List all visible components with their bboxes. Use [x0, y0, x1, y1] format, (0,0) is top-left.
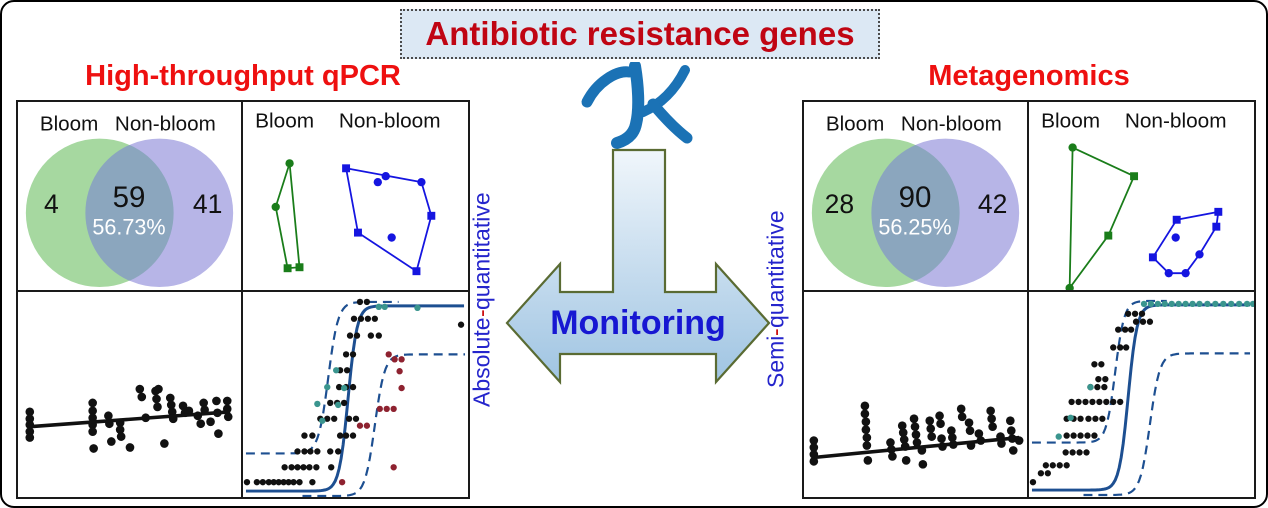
axis-label-pre: Semi: [762, 335, 789, 389]
qpcr-ordination-chart: Bloom Non-bloom: [255, 110, 441, 276]
metagenomics-section-heading: Metagenomics: [928, 60, 1130, 92]
venn-bloom-count: 4: [44, 189, 59, 219]
water-kanji-icon: [581, 62, 693, 149]
qpcr-dose-response-chart: [243, 298, 466, 497]
figure-title: Antibiotic resistance genes: [425, 15, 855, 52]
qpcr-grid: Bloom Non-bloom 4 59 56.73% 41 Bloom Non…: [16, 100, 470, 499]
ordination-nonbloom-label: Non-bloom: [1125, 110, 1227, 133]
arrow-shape: [505, 148, 771, 385]
venn-bloom-label: Bloom: [40, 113, 98, 136]
venn-overlap-percent: 56.25%: [878, 215, 951, 240]
qpcr-venn-panel: Bloom Non-bloom 4 59 56.73% 41: [18, 102, 243, 292]
qpcr-dose-response-panel: [243, 292, 468, 497]
venn-overlap-count: 90: [899, 181, 932, 214]
venn-nonbloom-label: Non-bloom: [115, 113, 216, 136]
venn-bloom-label: Bloom: [826, 113, 884, 136]
axis-label-hyphen: -: [762, 328, 789, 336]
ordination-bloom-label: Bloom: [1041, 110, 1100, 133]
venn-nonbloom-label: Non-bloom: [901, 113, 1002, 136]
meta-venn-panel: Bloom Non-bloom 28 90 56.25% 42: [804, 102, 1029, 292]
axis-label-pre: Absolute: [468, 317, 495, 407]
metagenomics-grid: Bloom Non-bloom 28 90 56.25% 42 Bloom No…: [802, 100, 1256, 499]
qpcr-correlation-chart: [25, 384, 233, 453]
venn-bloom-count: 28: [825, 189, 855, 219]
meta-correlation-chart: [809, 401, 1024, 469]
venn-nonbloom-count: 42: [978, 189, 1008, 219]
meta-dose-response-chart: [1029, 299, 1254, 497]
venn-overlap-region: [871, 144, 960, 281]
axis-label-hyphen: -: [468, 309, 495, 318]
semi-quantitative-label: Semi - quantitative: [756, 100, 796, 499]
meta-ordination-chart: Bloom Non-bloom: [1041, 110, 1227, 290]
venn-nonbloom-count: 41: [193, 189, 223, 219]
meta-correlation-panel: [804, 292, 1029, 497]
venn-overlap-count: 59: [113, 181, 146, 214]
meta-dose-response-panel: [1029, 292, 1254, 497]
ordination-nonbloom-label: Non-bloom: [339, 110, 441, 133]
qpcr-correlation-panel: [18, 292, 243, 497]
meta-venn-chart: Bloom Non-bloom 28 90 56.25% 42: [811, 113, 1020, 288]
title-banner: Antibiotic resistance genes: [400, 9, 880, 59]
venn-overlap-percent: 56.73%: [92, 215, 165, 240]
axis-label-post: quantitative: [762, 210, 789, 329]
qpcr-venn-chart: Bloom Non-bloom 4 59 56.73% 41: [25, 113, 234, 288]
qpcr-ordination-panel: Bloom Non-bloom: [243, 102, 468, 292]
monitoring-arrow: [505, 148, 771, 385]
monitoring-label: Monitoring: [550, 303, 726, 342]
qpcr-section-heading: High-throughput qPCR: [85, 60, 401, 92]
meta-ordination-panel: Bloom Non-bloom: [1029, 102, 1254, 292]
axis-label-post: quantitative: [468, 192, 495, 310]
ordination-bloom-label: Bloom: [255, 110, 314, 133]
venn-overlap-region: [85, 144, 174, 281]
